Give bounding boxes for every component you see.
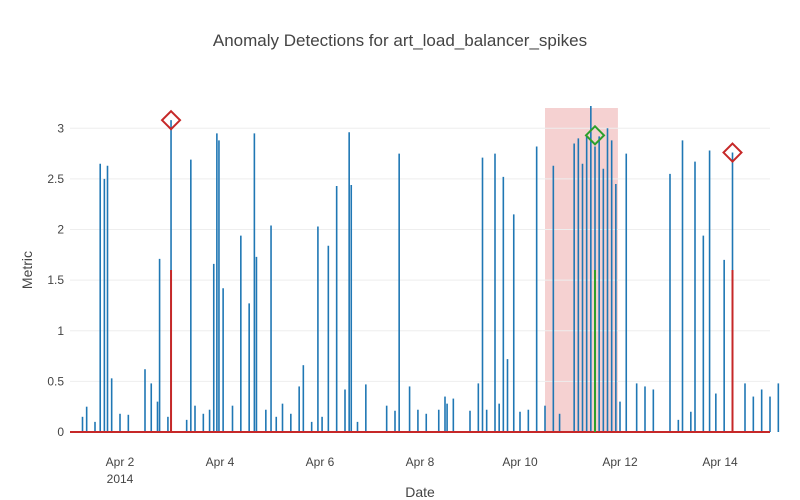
y-tick-label: 0: [57, 425, 64, 439]
x-tick-label: Apr 4: [206, 455, 235, 469]
highlight-region-layer: [545, 108, 618, 432]
highlight-region: [545, 108, 618, 432]
y-tick-layer: 0 0.5 1 1.5 2 2.5 3: [47, 121, 64, 439]
x-tick-label: Apr 6: [306, 455, 335, 469]
x-tick-label: Apr 14: [702, 455, 738, 469]
grid-layer: [70, 127, 770, 382]
y-tick-label: 2.5: [47, 172, 64, 186]
series-layer: [70, 105, 780, 433]
x-tick-label: Apr 12: [602, 455, 638, 469]
anomaly-diamond-marker: [722, 142, 743, 163]
x-tick-sublabel: 2014: [107, 472, 134, 486]
anomaly-diamond-marker: [584, 124, 606, 146]
x-tick-label: Apr 8: [406, 455, 435, 469]
anomaly-layer: [160, 109, 743, 432]
x-axis-title: Date: [405, 484, 435, 500]
y-tick-label: 0.5: [47, 374, 64, 388]
x-tick-layer: Apr 2 2014 Apr 4 Apr 6 Apr 8 Apr 10 Apr 12 Apr …: [106, 455, 738, 486]
x-tick-label: Apr 10: [502, 455, 538, 469]
x-tick-label: Apr 2: [106, 455, 135, 469]
y-tick-label: 1: [57, 324, 64, 338]
y-tick-label: 1.5: [47, 273, 64, 287]
chart-title: Anomaly Detections for art_load_balancer…: [213, 31, 587, 50]
y-tick-label: 3: [57, 121, 64, 135]
y-axis-title: Metric: [19, 251, 35, 289]
y-tick-label: 2: [57, 223, 64, 237]
anomaly-diamond-marker: [160, 109, 182, 131]
